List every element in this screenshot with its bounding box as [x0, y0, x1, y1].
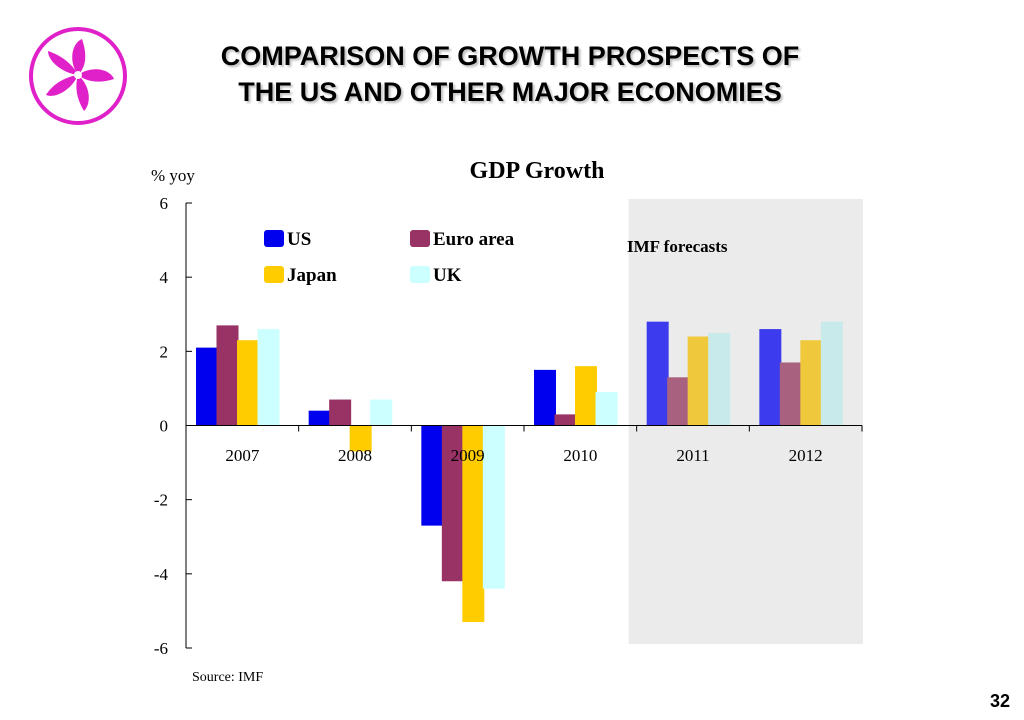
bar-us-2010 — [534, 369, 556, 426]
bauhinia-logo — [29, 27, 127, 125]
bar-japan-2007 — [237, 340, 259, 426]
bar-uk-2010 — [595, 392, 618, 426]
y-tick-label: -4 — [154, 565, 169, 584]
legend-swatch-japan — [264, 266, 284, 283]
slide-title: COMPARISON OF GROWTH PROSPECTS OF THE US… — [150, 38, 870, 110]
bar-us-2012 — [759, 329, 782, 426]
bar-us-2011 — [646, 321, 669, 426]
x-tick-label: 2009 — [451, 446, 485, 465]
bar-us-2009 — [421, 425, 444, 526]
bar-japan-2009 — [462, 425, 485, 623]
slide-title-line1: COMPARISON OF GROWTH PROSPECTS OF — [220, 41, 800, 71]
slide-title-line2: THE US AND OTHER MAJOR ECONOMIES — [238, 77, 782, 107]
bar-euro-area-2012 — [779, 362, 802, 426]
y-tick-label: 6 — [160, 194, 169, 213]
bar-euro-area-2009 — [441, 425, 464, 582]
forecast-label: IMF forecasts — [627, 237, 728, 256]
y-tick-label: -2 — [154, 491, 168, 510]
y-tick-label: 2 — [160, 342, 169, 361]
bar-euro-area-2010 — [554, 414, 577, 426]
x-tick-label: 2012 — [789, 446, 823, 465]
legend-swatch-us — [264, 230, 284, 247]
bar-japan-2011 — [687, 336, 710, 426]
chart-title: GDP Growth — [470, 158, 605, 184]
bar-japan-2012 — [800, 340, 823, 426]
legend-label: Euro area — [433, 229, 515, 250]
legend-swatch-euro-area — [410, 230, 430, 247]
bar-euro-area-2007 — [216, 325, 239, 426]
y-tick-label: 4 — [160, 268, 169, 287]
bar-uk-2011 — [708, 332, 731, 426]
legend-label: US — [287, 229, 311, 250]
bar-us-2007 — [196, 347, 218, 426]
legend-swatch-uk — [410, 266, 430, 283]
bar-euro-area-2008 — [329, 399, 352, 426]
bar-japan-2008 — [349, 425, 372, 452]
bar-uk-2007 — [257, 329, 280, 426]
y-axis-label: % yoy — [151, 166, 195, 185]
page-number: 32 — [989, 691, 1010, 711]
y-tick-label: 0 — [160, 417, 169, 436]
legend-label: Japan — [287, 265, 337, 286]
bar-japan-2010 — [575, 366, 597, 426]
y-tick-label: -6 — [154, 639, 168, 658]
bar-euro-area-2011 — [667, 377, 690, 426]
x-tick-label: 2010 — [563, 446, 597, 465]
bar-uk-2008 — [370, 399, 393, 426]
x-tick-label: 2007 — [225, 446, 260, 465]
x-tick-label: 2008 — [338, 446, 372, 465]
x-tick-label: 2011 — [676, 446, 709, 465]
bar-us-2008 — [308, 410, 331, 426]
bar-uk-2012 — [820, 321, 843, 426]
bar-uk-2009 — [482, 425, 505, 589]
legend-label: UK — [433, 265, 462, 286]
source-note: Source: IMF — [192, 670, 264, 685]
